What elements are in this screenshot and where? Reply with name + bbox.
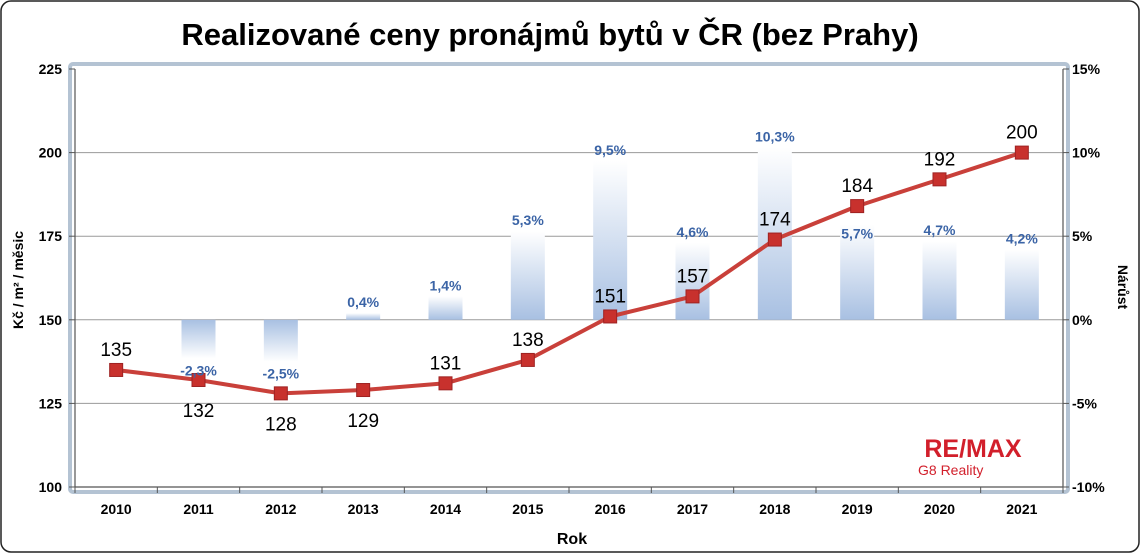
y2-tick-label: 5% [1072,228,1093,244]
line-point-2016 [603,309,618,324]
point-label-2016: 151 [594,286,626,307]
bar-label-2013: 0,4% [347,294,379,310]
x-tick-label: 2012 [265,501,296,517]
line-point-2018 [767,232,782,247]
bar-2011 [181,319,216,359]
bar-2020 [922,241,957,320]
bar-label-2012: -2,5% [263,366,300,382]
y-tick-label: 100 [39,479,63,495]
bar-label-2014: 1,4% [430,277,462,293]
x-axis-title: Rok [557,531,587,548]
line-point-2010 [109,362,124,377]
y-tick-label: 125 [39,395,63,411]
bar-label-2019: 5,7% [841,225,873,241]
y-axis-title: Kč / m² / měsic [10,231,26,329]
point-label-2021: 200 [1006,123,1038,144]
growth-bars [181,147,1039,362]
x-tick-label: 2014 [430,501,461,517]
y2-tick-label: 10% [1072,145,1101,161]
x-tick-label: 2018 [759,501,790,517]
line-point-2021 [1014,145,1029,160]
point-label-2011: 132 [183,401,215,422]
bar-2019 [840,224,875,320]
y-tick-label: 225 [39,61,63,77]
axes: 100 125 150 175 200 225 -10% -5% 0% 5% 10% 15% 2010 2… [39,61,1106,517]
x-tick-label: 2019 [842,501,873,517]
series-line [115,150,1023,396]
line-point-2012 [273,386,288,401]
point-label-2014: 131 [430,353,462,374]
bar-2014 [428,296,463,320]
line-point-2020 [932,172,947,187]
gridlines [75,152,1063,404]
y2-tick-label: -10% [1072,479,1105,495]
line-point-2011 [191,372,206,387]
x-tick-label: 2020 [924,501,955,517]
line-point-2013 [356,383,371,398]
line-point-2019 [850,199,865,214]
line-point-2015 [520,352,535,367]
point-label-2012: 128 [265,414,297,435]
x-tick-label: 2011 [183,501,214,517]
point-label-2010: 135 [100,340,132,361]
logo-subtitle: G8 Reality [918,462,983,478]
bar-label-2021: 4,2% [1006,231,1038,247]
bar-2015 [510,231,545,320]
bar-label-2011: -2,3% [180,362,217,378]
bar-2016 [593,160,628,320]
x-tick-label: 2010 [101,501,132,517]
bar-label-2020: 4,7% [924,222,956,238]
x-tick-label: 2016 [595,501,626,517]
point-label-2013: 129 [347,411,379,432]
chart-title: Realizované ceny pronájmů bytů v ČR (bez… [181,16,918,52]
bar-2021 [1004,249,1039,320]
bar-label-2016: 9,5% [594,142,626,158]
bar-label-2018: 10,3% [755,129,795,145]
point-label-2015: 138 [512,330,544,351]
x-tick-label: 2013 [348,501,379,517]
point-label-2017: 157 [677,266,709,287]
y-tick-label: 175 [39,228,63,244]
line-point-2017 [685,289,700,304]
logo-brand: RE/MAX [924,435,1022,463]
bar-2017 [675,242,710,320]
point-label-2018: 174 [759,210,791,231]
y-tick-label: 150 [39,312,63,328]
bar-2012 [263,319,298,362]
y2-tick-label: 0% [1072,312,1093,328]
data-labels: -2,3% -2,5% 0,4% 1,4% 5,3% 9,5% 4,6% 10,3% 5,7% 4… [100,123,1038,436]
bar-2013 [346,313,381,320]
price-line [109,145,1029,401]
bar-label-2017: 4,6% [677,224,709,240]
y-tick-label: 200 [39,145,63,161]
y2-tick-label: 15% [1072,61,1101,77]
plot-area-frame [68,62,1070,494]
bar-label-2015: 5,3% [512,212,544,228]
point-label-2020: 192 [924,149,956,170]
line-point-2014 [438,376,453,391]
x-tick-label: 2017 [677,501,708,517]
y2-tick-label: -5% [1072,395,1097,411]
point-label-2019: 184 [841,176,873,197]
y2-axis-title: Nárůst [1115,265,1131,310]
x-tick-label: 2015 [512,501,543,517]
x-tick-label: 2021 [1006,501,1037,517]
logo: RE/MAX G8 Reality [918,435,1022,478]
